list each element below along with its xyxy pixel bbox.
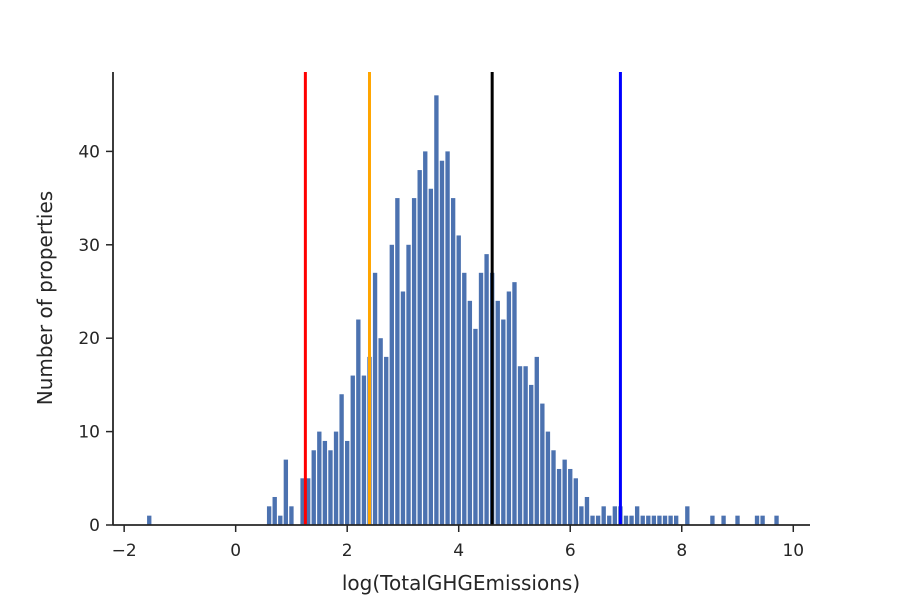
histogram-bar [595,515,601,525]
histogram-bar [556,468,562,525]
histogram-bar [512,282,517,525]
histogram-bar [484,254,489,525]
x-tick-label: 0 [230,541,241,561]
histogram-bar [685,506,690,525]
histogram-bar [384,356,389,525]
histogram-bar [651,515,657,525]
histogram-bar [545,431,551,525]
histogram-bar [322,440,328,525]
x-tick-label: −2 [112,541,137,561]
histogram-bar [601,506,606,525]
histogram-bar [345,440,350,525]
histogram-bar [283,459,289,525]
histogram-bar [735,515,740,525]
histogram-bar [311,450,316,525]
histogram-bar [473,328,478,525]
histogram-bar [411,198,417,525]
histogram-bar [760,515,765,525]
x-tick-label: 6 [565,541,576,561]
y-tick-label: 0 [89,516,100,536]
histogram-bar [540,403,545,525]
histogram-bar [356,319,361,525]
histogram-bar [417,170,422,525]
histogram-bar [339,394,344,525]
histogram-bar [361,375,367,525]
histogram-bar [147,515,152,525]
histogram-bar [721,515,726,525]
histogram-bar [389,244,394,526]
histogram-bar [517,366,523,525]
histogram-bar [754,515,760,525]
histogram-bar [289,506,294,525]
histogram-bar [495,300,500,525]
histogram-bar [710,515,715,525]
histogram-bar [529,384,534,525]
histogram-bar [774,515,779,525]
histogram-bar [590,515,595,525]
histogram-bar [395,198,400,525]
histogram-bar [506,291,512,525]
histogram-bar [534,356,539,525]
histogram-bar [467,300,473,525]
histogram-bar [400,291,406,525]
y-tick-label: 40 [78,142,100,162]
histogram-bar [629,515,634,525]
y-tick-label: 20 [78,329,100,349]
histogram-bar [523,366,528,525]
histogram-bar [674,515,679,525]
histogram-bar [562,459,567,525]
histogram-bar [568,468,573,525]
histogram-bar [372,272,378,525]
histogram-bar [266,506,272,525]
histogram-bar [623,515,629,525]
reference-lines [303,72,622,525]
histogram-bar [423,151,428,525]
histogram-bar [328,450,333,525]
histogram-bar [573,478,578,525]
histogram-bar [607,515,612,525]
histogram-bar [646,515,651,525]
histogram-bar [634,506,640,525]
histogram-bar [662,515,668,525]
histogram-bar [428,188,434,525]
histogram-bar [584,496,590,525]
x-tick-label: 8 [676,541,687,561]
y-tick-label: 30 [78,236,100,256]
histogram-bar [439,160,445,526]
histogram-bar [278,515,283,525]
x-tick-label: 10 [782,541,804,561]
histogram-bar [300,478,305,525]
histogram-bar [450,198,456,525]
histogram-bar [317,431,322,525]
histogram-bar [456,235,461,525]
histogram-bar [406,244,411,526]
histogram-bar [657,515,662,525]
y-axis-ticks: 0 10 20 30 40 [78,142,113,536]
histogram-bar [579,506,584,525]
x-axis-ticks: −2 0 2 4 6 8 10 [112,525,804,561]
x-tick-label: 2 [342,541,353,561]
histogram-bar [478,272,484,525]
y-tick-label: 10 [78,423,100,443]
x-axis-title: log(TotalGHGEmissions) [342,571,580,595]
histogram-bar [378,338,383,525]
histogram-bar [305,478,311,525]
histogram-bar [501,319,506,525]
histogram-bar [333,431,339,525]
histogram-bar [434,95,439,525]
histogram-bar [668,515,673,525]
histogram-bar [445,151,450,525]
histogram-bar [640,515,645,525]
histogram-bars [147,95,779,526]
y-axis-title: Number of properties [33,191,57,405]
x-tick-label: 4 [453,541,464,561]
histogram-bar [272,496,277,525]
histogram-bar [612,506,618,525]
histogram-bar [462,272,467,525]
histogram-bar [551,450,556,525]
histogram-bar [350,375,355,525]
